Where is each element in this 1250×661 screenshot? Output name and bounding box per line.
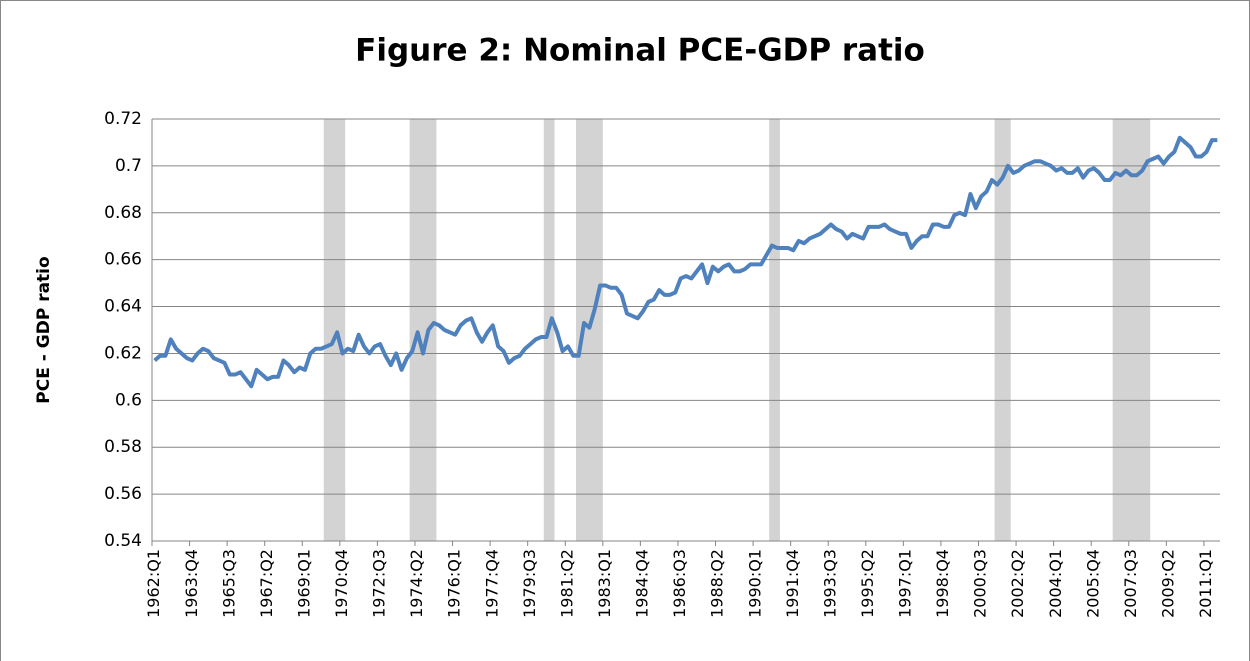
x-tick-label: 2002:Q2 [1008, 549, 1027, 618]
x-tick-label: 1993:Q3 [820, 549, 839, 618]
y-tick-label: 0.64 [104, 297, 142, 317]
y-tick-label: 0.7 [115, 156, 142, 176]
x-tick-label: 2004:Q1 [1046, 549, 1065, 618]
y-tick-label: 0.6 [115, 390, 142, 410]
x-tick-label: 1969:Q1 [294, 549, 313, 618]
x-tick-label: 1986:Q3 [670, 549, 689, 618]
x-tick-label: 1983:Q1 [595, 549, 614, 618]
x-tick-label: 2011:Q1 [1196, 549, 1215, 618]
x-tick-label: 1970:Q4 [332, 549, 351, 618]
y-tick-label: 0.66 [104, 250, 142, 270]
x-tick-label: 1976:Q1 [445, 549, 464, 618]
x-tick-label: 2007:Q3 [1121, 549, 1140, 618]
x-tick-label: 1995:Q2 [858, 549, 877, 618]
y-tick-label: 0.68 [104, 203, 142, 223]
x-tick-label: 1991:Q4 [783, 549, 802, 618]
recession-band [323, 119, 346, 541]
x-tick-label: 1981:Q2 [557, 549, 576, 618]
x-tick-label: 1962:Q1 [144, 549, 163, 618]
recession-band [575, 119, 603, 541]
x-tick-label: 1984:Q4 [633, 549, 652, 618]
recession-band [769, 119, 780, 541]
y-axis-label: PCE - GDP ratio [34, 256, 54, 403]
y-tick-label: 0.54 [104, 531, 142, 551]
recession-band [1112, 119, 1151, 541]
y-tick-label: 0.56 [104, 484, 142, 504]
x-tick-label: 1990:Q1 [745, 549, 764, 618]
x-tick-label: 1998:Q4 [933, 549, 952, 618]
x-tick-label: 1963:Q4 [182, 549, 201, 618]
x-tick-label: 1979:Q3 [520, 549, 539, 618]
x-tick-label: 1967:Q2 [257, 549, 276, 618]
x-tick-label: 1972:Q3 [370, 549, 389, 618]
chart-title: Figure 2: Nominal PCE-GDP ratio [355, 33, 925, 69]
x-tick-label: 1974:Q2 [407, 549, 426, 618]
x-tick-label: 1997:Q1 [896, 549, 915, 618]
recession-band [409, 119, 437, 541]
x-tick-label: 1965:Q3 [219, 549, 238, 618]
recession-band [994, 119, 1011, 541]
y-tick-label: 0.58 [104, 437, 142, 457]
data-line [153, 135, 1218, 389]
x-tick-label: 2009:Q2 [1159, 549, 1178, 618]
x-tick-label: 1977:Q4 [482, 549, 501, 618]
x-tick-label: 2005:Q4 [1083, 549, 1102, 618]
x-tick-label: 2000:Q3 [971, 549, 990, 618]
x-tick-label: 1988:Q2 [708, 549, 727, 618]
y-tick-label: 0.72 [104, 109, 142, 129]
y-tick-label: 0.62 [104, 343, 142, 363]
